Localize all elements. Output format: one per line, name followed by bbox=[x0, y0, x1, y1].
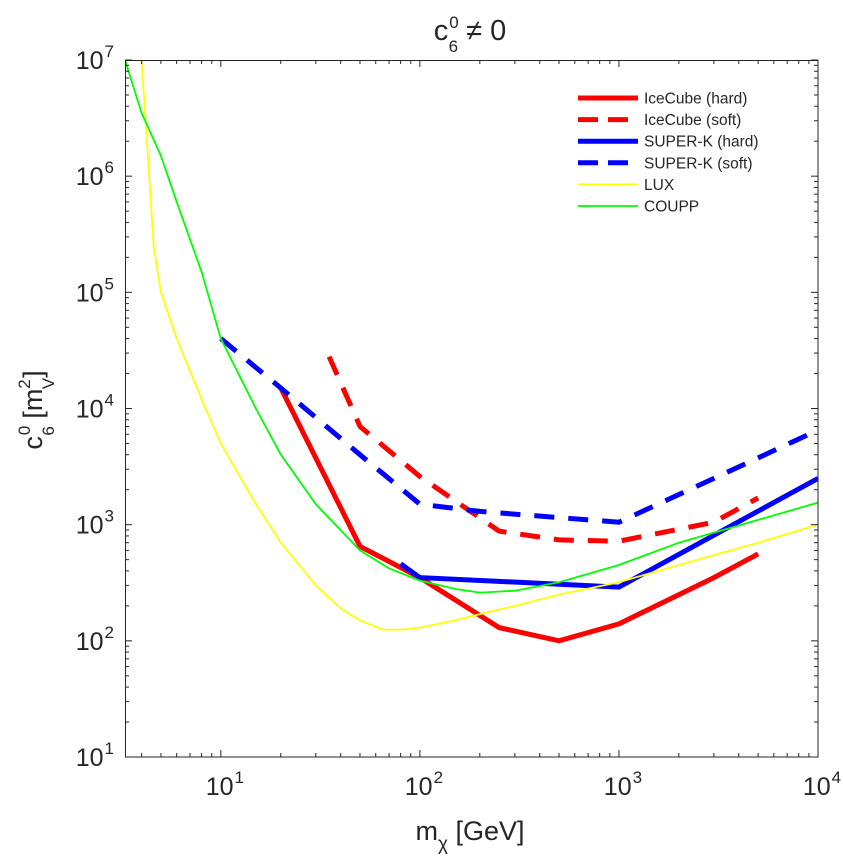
series-line-super-k-hard bbox=[399, 476, 818, 590]
legend-label: SUPER-K (hard) bbox=[644, 134, 759, 151]
chart-title: c0 6 ≠ 0 bbox=[434, 13, 507, 56]
y-tick-label: 105 bbox=[76, 274, 114, 307]
series-line-lux bbox=[140, 60, 818, 631]
y-tick-label: 106 bbox=[76, 158, 114, 191]
y-tick-label: 104 bbox=[76, 391, 114, 424]
series-line-icecube-soft bbox=[326, 355, 760, 544]
plot-area bbox=[125, 60, 818, 757]
x-tick-label: 101 bbox=[206, 768, 244, 801]
legend-label: SUPER-K (soft) bbox=[644, 155, 753, 172]
legend-label: IceCube (soft) bbox=[644, 112, 741, 129]
legend: IceCube (hard) IceCube (soft) SUPER-K (har… bbox=[578, 91, 759, 216]
series-layer bbox=[125, 60, 818, 644]
x-axis-label: mχ [GeV] bbox=[415, 816, 524, 855]
legend-label: COUPP bbox=[644, 199, 699, 216]
series-line-icecube-hard bbox=[278, 386, 760, 644]
y-tick-label: 103 bbox=[76, 507, 114, 540]
y-tick-label: 107 bbox=[76, 42, 114, 75]
legend-label: LUX bbox=[644, 177, 675, 194]
series-line-super-k-soft bbox=[219, 336, 810, 525]
legend-label: IceCube (hard) bbox=[644, 91, 747, 108]
y-axis-label: c0 6 [m2 V] bbox=[15, 370, 58, 449]
tick-labels-layer: 101 102 103 104 101 102 103 104 105 106 107 bbox=[76, 42, 841, 801]
y-tick-label: 101 bbox=[76, 739, 114, 772]
series-line-coupp bbox=[125, 60, 818, 594]
ticks-layer bbox=[125, 59, 819, 758]
y-tick-label: 102 bbox=[76, 623, 114, 656]
x-tick-label: 103 bbox=[604, 768, 642, 801]
x-tick-label: 104 bbox=[803, 768, 841, 801]
x-tick-label: 102 bbox=[405, 768, 443, 801]
